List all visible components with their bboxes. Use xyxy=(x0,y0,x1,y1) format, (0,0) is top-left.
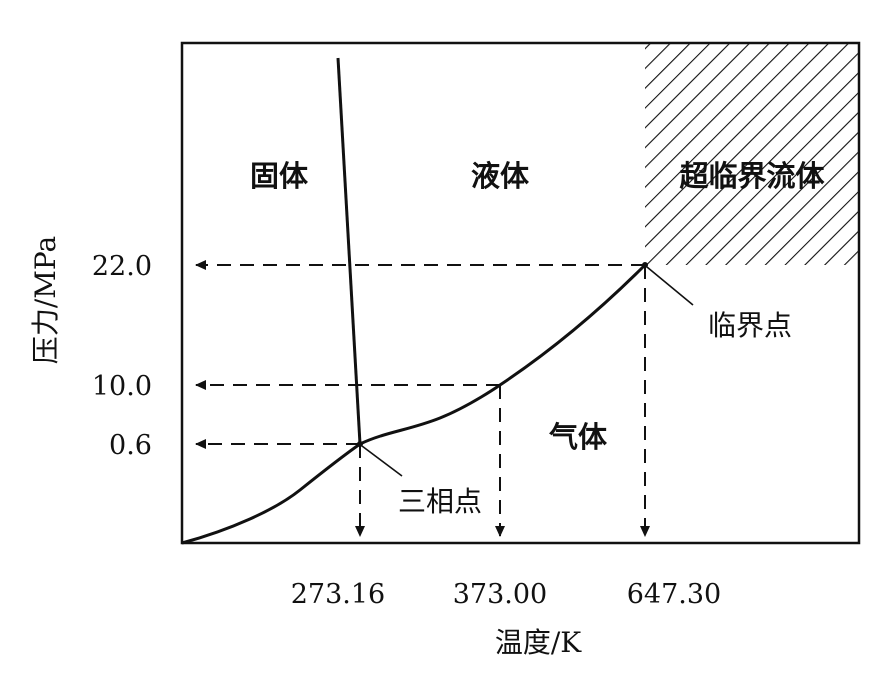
x-axis-title: 温度/K xyxy=(495,626,582,659)
region-liquid: 液体 xyxy=(471,159,530,193)
y-tick-10: 10.0 xyxy=(92,371,152,402)
region-solid: 固体 xyxy=(250,159,309,193)
melting-curve xyxy=(336,57,362,445)
supercritical-region xyxy=(645,43,859,265)
x-tick-373-00: 373.00 xyxy=(453,579,547,610)
triple-point-marker xyxy=(357,441,363,447)
critical-point-label: 临界点 xyxy=(708,309,792,342)
triple-point-leader xyxy=(361,445,403,477)
y-tick-0-6: 0.6 xyxy=(109,430,152,461)
critical-point-marker xyxy=(642,262,648,268)
sublimation-curve xyxy=(181,442,361,545)
guide-lines xyxy=(195,260,650,537)
triple-point-label: 三相点 xyxy=(398,485,482,518)
x-tick-273-16: 273.16 xyxy=(291,579,385,610)
y-axis-title: 压力/MPa xyxy=(29,236,62,364)
region-supercritical: 超临界流体 xyxy=(679,159,825,193)
y-tick-22: 22.0 xyxy=(92,251,152,282)
plot-frame xyxy=(180,41,861,545)
x-tick-647-30: 647.30 xyxy=(627,579,721,610)
critical-point-leader xyxy=(646,266,694,306)
vaporization-curve xyxy=(359,263,647,446)
region-gas: 气体 xyxy=(548,420,608,454)
